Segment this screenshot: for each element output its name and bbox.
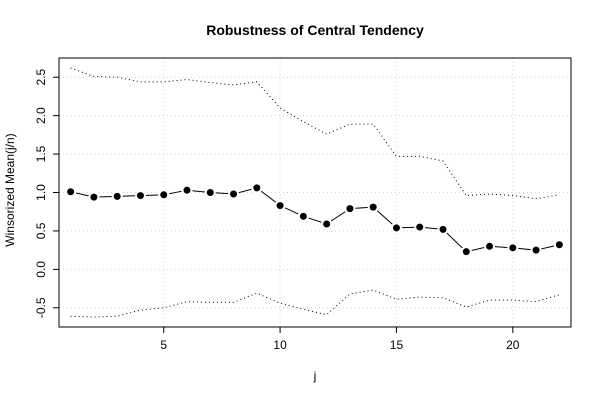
chart-title: Robustness of Central Tendency bbox=[206, 22, 424, 38]
y-tick-label: 0.0 bbox=[34, 261, 48, 278]
series-point bbox=[416, 223, 424, 231]
series-layer bbox=[65, 67, 565, 318]
y-tick-label: 1.0 bbox=[34, 184, 48, 201]
x-tick-label: 15 bbox=[390, 338, 404, 352]
series-point bbox=[113, 192, 121, 200]
y-tick-label: 0.5 bbox=[34, 222, 48, 239]
series-point bbox=[160, 191, 168, 199]
grid bbox=[59, 58, 571, 327]
x-axis-label: j bbox=[313, 369, 317, 383]
series-point bbox=[276, 202, 284, 210]
series-point bbox=[67, 188, 75, 196]
x-tick-label: 10 bbox=[273, 338, 287, 352]
y-tick-label: -0.5 bbox=[34, 297, 48, 318]
series-point bbox=[346, 205, 354, 213]
series-point bbox=[369, 203, 377, 211]
series-point bbox=[230, 190, 238, 198]
series-point bbox=[253, 184, 261, 192]
series-point bbox=[323, 220, 331, 228]
x-tick-label: 5 bbox=[160, 338, 167, 352]
series-point bbox=[136, 192, 144, 200]
y-axis-label: Winsorized Mean(j/n) bbox=[3, 133, 17, 246]
axes: 5 10 15 20 -0.5 0.0 0.5 1.0 1.5 2.0 2.5 bbox=[34, 69, 520, 352]
series-point bbox=[90, 193, 98, 201]
x-tick-label: 20 bbox=[506, 338, 520, 352]
y-tick-label: 1.5 bbox=[34, 145, 48, 162]
series-point bbox=[462, 248, 470, 256]
series-point bbox=[509, 244, 517, 252]
series-point bbox=[439, 225, 447, 233]
y-tick-label: 2.0 bbox=[34, 107, 48, 124]
series-line-2 bbox=[70, 289, 560, 318]
series-point bbox=[555, 241, 563, 249]
y-tick-label: 2.5 bbox=[34, 69, 48, 86]
series-line-1 bbox=[70, 67, 560, 200]
series-point bbox=[486, 242, 494, 250]
series-point bbox=[299, 212, 307, 220]
series-point bbox=[206, 189, 214, 196]
series-point bbox=[183, 186, 191, 194]
series-line-0 bbox=[70, 187, 560, 253]
series-point bbox=[532, 246, 540, 254]
series-point bbox=[392, 224, 400, 232]
